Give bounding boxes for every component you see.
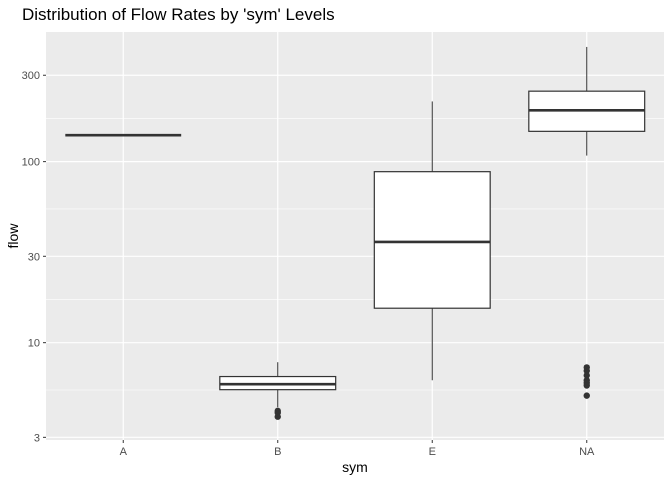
box-b	[219, 362, 337, 420]
box-e	[373, 101, 491, 381]
x-tick-label: NA	[579, 446, 595, 458]
outlier-point	[583, 392, 590, 399]
box-layer	[65, 46, 646, 420]
box-na	[528, 46, 646, 399]
box-body	[373, 171, 491, 309]
y-axis: 3 10 30 100 300	[22, 70, 46, 444]
outlier-point	[583, 382, 590, 389]
x-axis-title: sym	[342, 459, 368, 475]
x-axis: A B E NA	[120, 440, 595, 458]
chart-title: Distribution of Flow Rates by 'sym' Leve…	[22, 5, 335, 24]
grid-minor	[46, 118, 664, 391]
x-tick-label: A	[120, 446, 128, 458]
y-tick-label: 30	[28, 251, 40, 263]
y-tick-label: 10	[28, 338, 40, 350]
y-tick-label: 300	[22, 70, 40, 82]
x-tick-label: B	[274, 446, 281, 458]
y-tick-label: 3	[34, 432, 40, 444]
outlier-point	[274, 413, 281, 420]
y-tick-label: 100	[22, 157, 40, 169]
outlier-point	[583, 367, 590, 374]
x-tick-label: E	[429, 446, 436, 458]
outlier-point	[583, 372, 590, 379]
y-axis-title: flow	[5, 223, 21, 249]
